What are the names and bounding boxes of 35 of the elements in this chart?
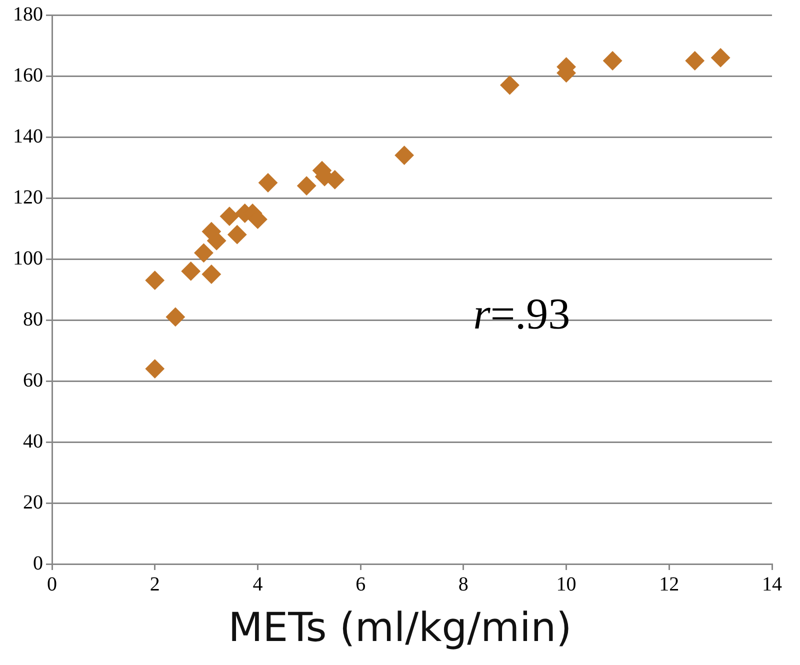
x-tick-label: 6 bbox=[356, 573, 366, 596]
y-tick-label: 140 bbox=[13, 125, 43, 148]
point bbox=[220, 206, 239, 226]
y-tick-label: 80 bbox=[23, 308, 43, 330]
x-tick-label: 2 bbox=[150, 573, 160, 596]
point bbox=[394, 146, 414, 165]
y-tick-label: 100 bbox=[13, 247, 43, 270]
point bbox=[181, 262, 200, 281]
x-tick-label: 12 bbox=[659, 573, 680, 596]
point bbox=[258, 173, 278, 192]
x-tick-label: 8 bbox=[458, 573, 468, 596]
point bbox=[228, 225, 247, 244]
y-tick-label: 180 bbox=[13, 3, 43, 26]
annotation: r=.93 bbox=[473, 290, 570, 339]
point bbox=[685, 51, 704, 70]
point bbox=[297, 176, 316, 196]
point bbox=[145, 270, 164, 290]
y-tick-label: 60 bbox=[23, 369, 43, 392]
x-tick-label: 4 bbox=[252, 573, 263, 596]
point bbox=[711, 48, 730, 68]
y-tick-label: 120 bbox=[13, 186, 43, 208]
point bbox=[500, 76, 520, 95]
x-tick-label: 10 bbox=[556, 573, 576, 596]
y-tick-label: 20 bbox=[23, 491, 43, 514]
point bbox=[194, 243, 214, 262]
x-tick-label: 0 bbox=[47, 573, 57, 596]
point bbox=[202, 264, 221, 284]
point bbox=[603, 51, 622, 70]
x-tick-label: 14 bbox=[762, 573, 782, 596]
y-tick-label: 40 bbox=[23, 430, 43, 452]
point bbox=[145, 359, 164, 378]
x-axis-title: METs (ml/kg/min) bbox=[227, 605, 573, 651]
y-tick-label: 160 bbox=[13, 64, 43, 86]
point bbox=[166, 307, 185, 326]
y-tick-label: 0 bbox=[33, 552, 43, 574]
